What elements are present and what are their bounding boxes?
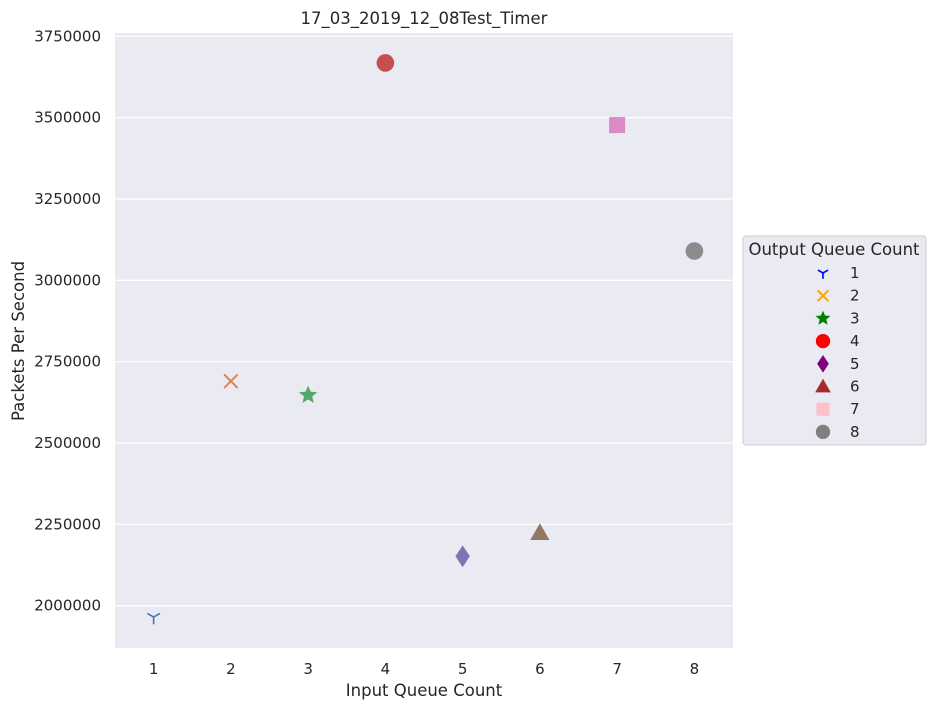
y-tick-label: 2750000	[34, 353, 101, 371]
legend-label: 4	[850, 332, 860, 350]
legend-marker	[815, 310, 831, 325]
y-tick-label: 2500000	[34, 434, 101, 452]
grid-lines	[115, 35, 733, 607]
legend-entry: 4	[815, 332, 860, 350]
x-tick-label: 8	[690, 660, 700, 678]
legend-entry: 2	[816, 287, 860, 305]
data-point	[376, 54, 395, 72]
y-tick-label: 3000000	[34, 271, 101, 289]
legend-entry: 7	[816, 400, 860, 418]
legend-marker	[815, 424, 831, 440]
legend-marker	[815, 333, 831, 349]
data-point	[609, 117, 626, 134]
x-tick-label: 2	[226, 660, 236, 678]
y-tick-label: 3500000	[34, 109, 101, 127]
chart-title: 17_03_2019_12_08Test_Timer	[301, 9, 548, 29]
data-point	[455, 545, 470, 568]
legend-title: Output Queue Count	[748, 240, 920, 259]
legend-entry: 5	[817, 354, 860, 373]
legend-label: 1	[850, 264, 860, 282]
y-tick-label: 3750000	[34, 27, 101, 45]
legend-label: 8	[850, 423, 860, 441]
y-axis-label: Packets Per Second	[9, 261, 28, 421]
legend-entry: 8	[815, 423, 860, 441]
legend-marker	[816, 402, 830, 416]
data-point	[146, 612, 161, 625]
data-point	[298, 385, 318, 403]
y-tick-label: 3250000	[34, 190, 101, 208]
legend: Output Queue Count 1 2 3 4 5 6 7 8	[742, 235, 927, 446]
legend-marker	[816, 289, 830, 302]
legend-marker	[815, 378, 831, 393]
data-point	[685, 242, 704, 260]
legend-label: 3	[850, 309, 860, 327]
x-tick-label: 3	[303, 660, 313, 678]
legend-label: 5	[850, 355, 860, 373]
legend-label: 2	[850, 287, 860, 305]
x-tick-label: 7	[612, 660, 622, 678]
x-tick-label: 5	[458, 660, 468, 678]
data-point	[223, 373, 239, 389]
x-tick-label: 1	[149, 660, 159, 678]
x-axis-label: Input Queue Count	[346, 681, 503, 700]
legend-marker	[817, 354, 829, 373]
x-axis-ticks: 1 2 3 4 5 6 7 8	[149, 660, 699, 678]
legend-entry: 1	[817, 264, 860, 282]
x-tick-label: 4	[381, 660, 391, 678]
legend-entry: 3	[815, 309, 860, 327]
legend-marker	[817, 269, 829, 279]
y-tick-label: 2250000	[34, 515, 101, 533]
legend-label: 6	[850, 378, 860, 396]
y-axis-ticks: 2000000 2250000 2500000 2750000 3000000 32500…	[34, 27, 101, 614]
legend-entry: 6	[815, 378, 860, 396]
data-point	[530, 523, 550, 541]
legend-box	[742, 235, 927, 446]
y-tick-label: 2000000	[34, 597, 101, 615]
x-tick-label: 6	[535, 660, 545, 678]
plot-area	[115, 33, 733, 648]
legend-label: 7	[850, 400, 860, 418]
data-points	[146, 54, 704, 625]
